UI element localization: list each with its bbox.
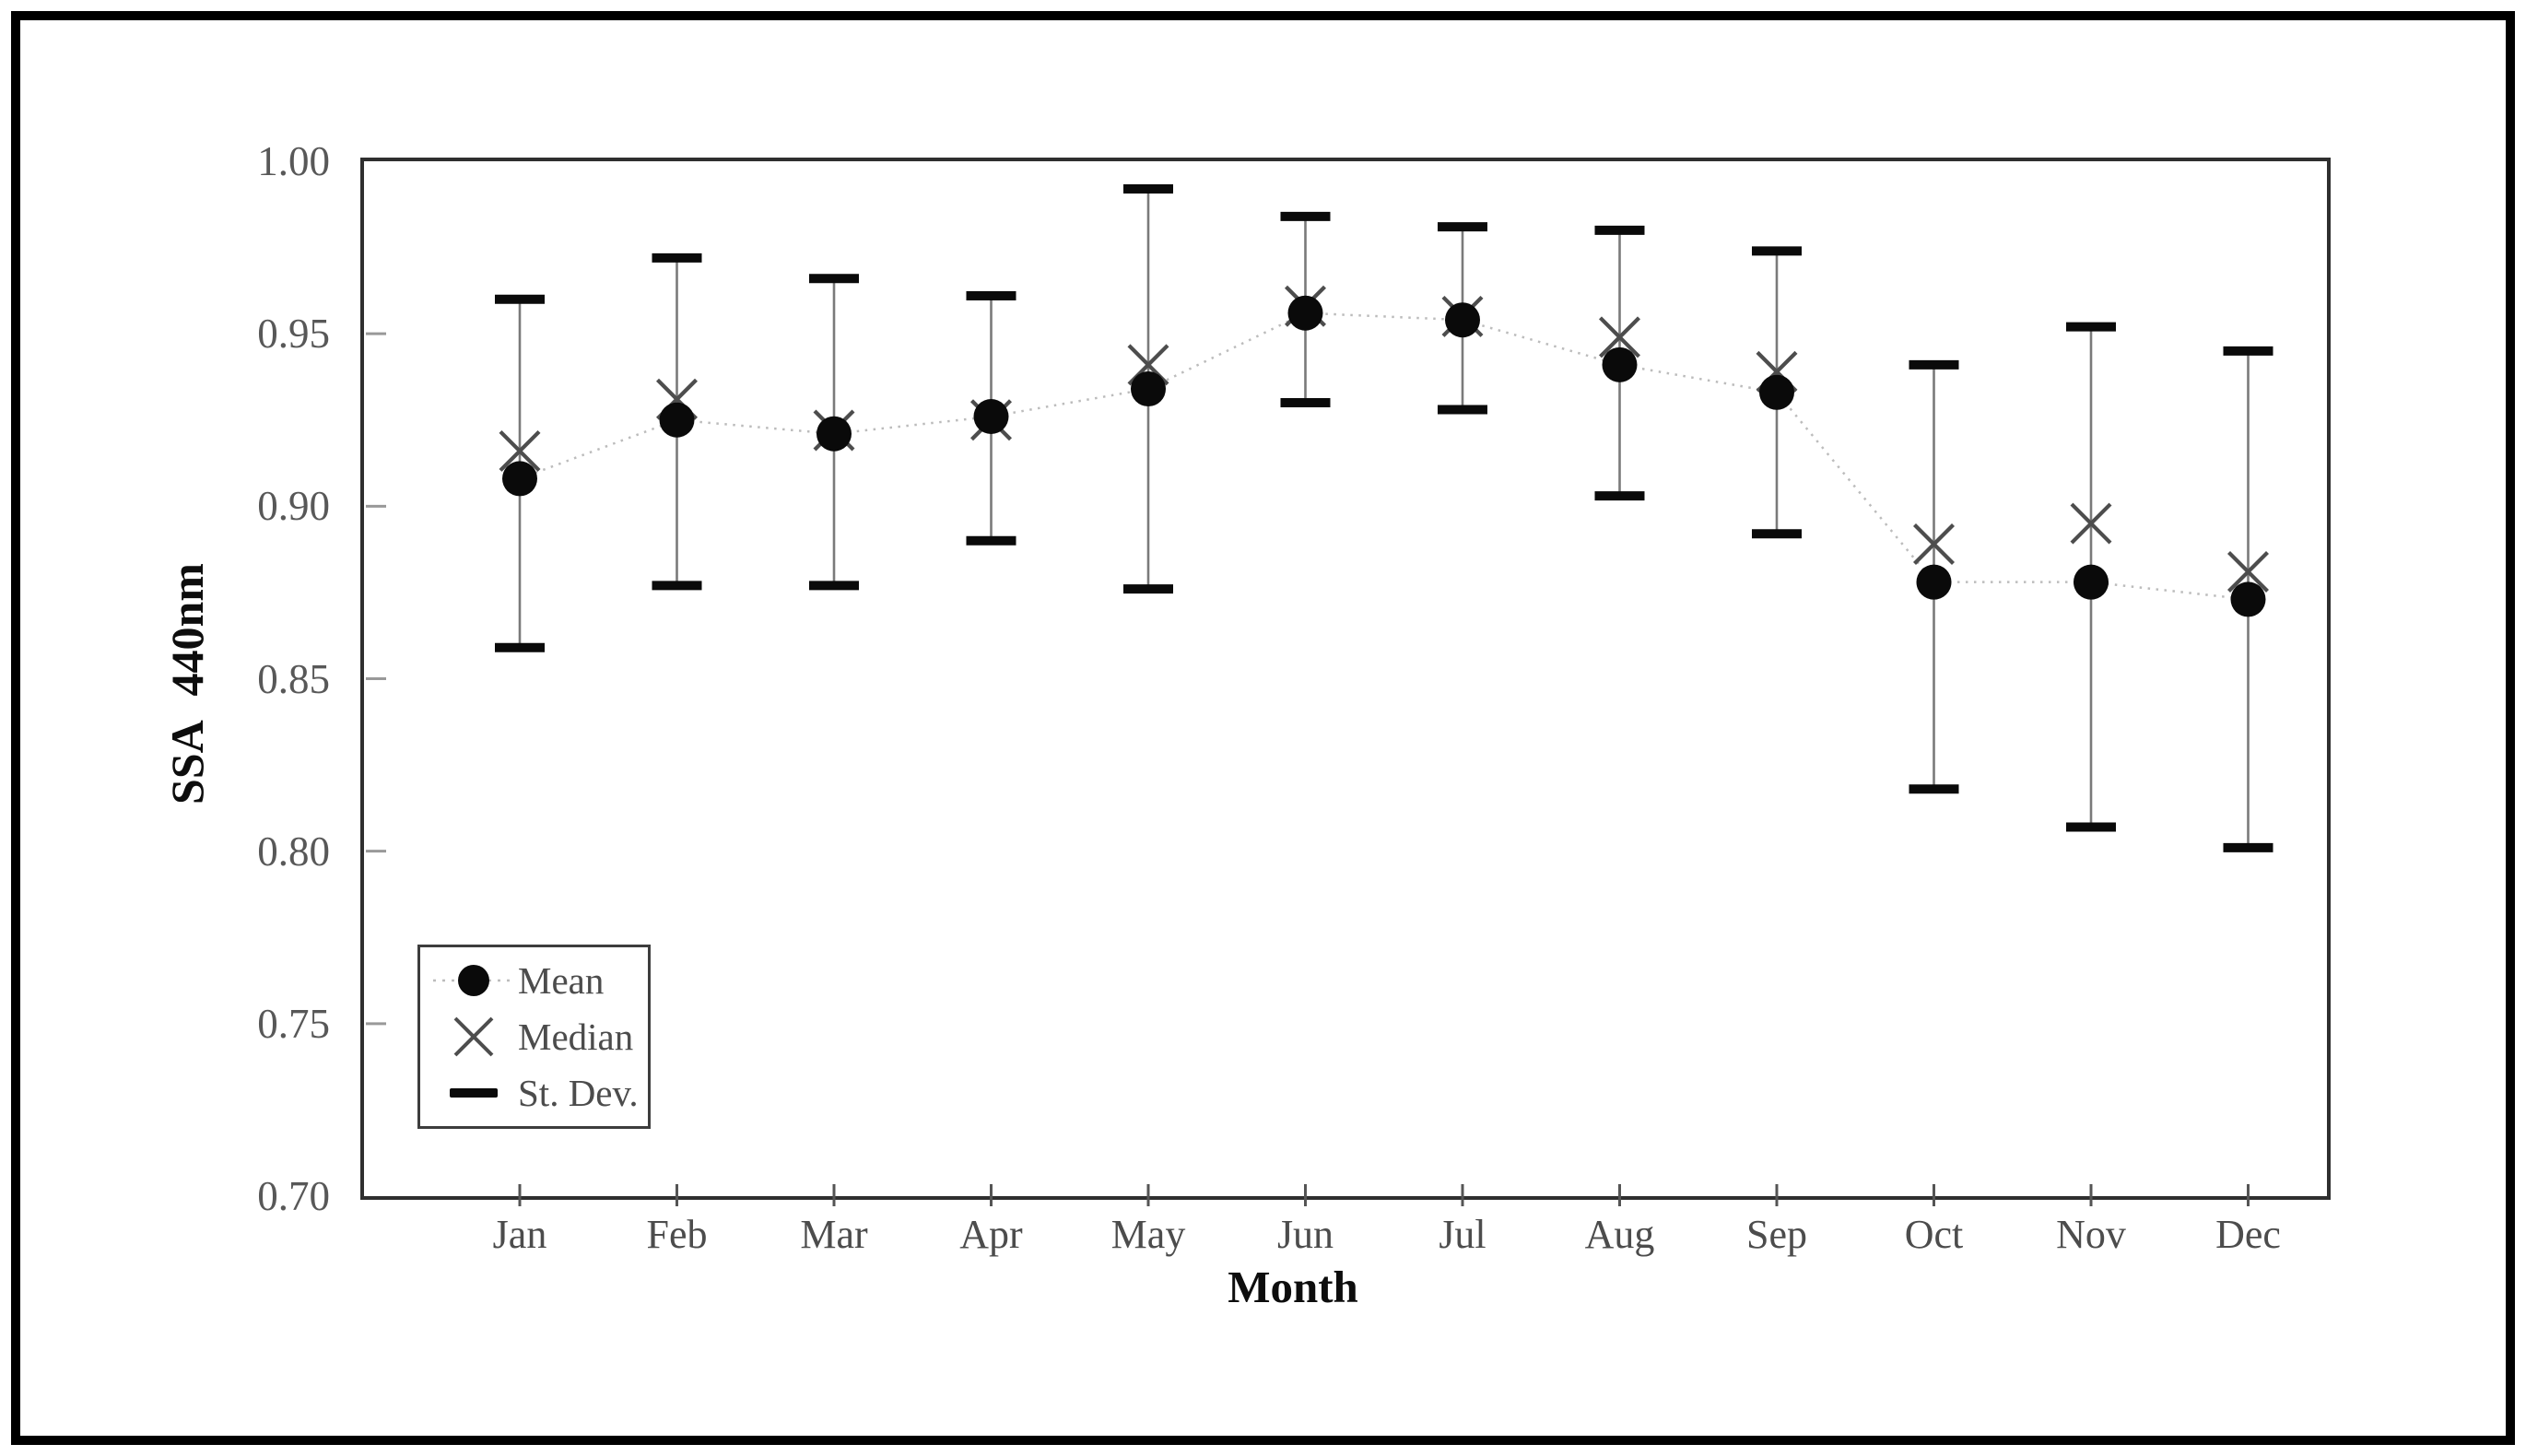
- x-tick-label-nov: Nov: [2056, 1212, 2126, 1257]
- legend-row-median: Median: [429, 1011, 648, 1063]
- y-tick-label-0.85: 0.85: [257, 655, 330, 702]
- mean-point-mar: [817, 416, 852, 452]
- x-tick-label-mar: Mar: [800, 1212, 868, 1257]
- legend-label-mean: Mean: [518, 959, 605, 1003]
- chart-plot-svg: [366, 183, 2273, 1206]
- mean-point-aug: [1602, 346, 1638, 382]
- x-tick-label-dec: Dec: [2215, 1212, 2281, 1257]
- mean-point-dec: [2230, 581, 2266, 617]
- legend: Mean Median St. Dev.: [417, 945, 651, 1129]
- mean-point-jan: [502, 461, 537, 497]
- legend-row-mean: Mean: [429, 955, 648, 1006]
- median-x-mark-jan: [499, 429, 541, 472]
- mean-point-apr: [973, 399, 1009, 435]
- stdev-dash-icon: [429, 1067, 518, 1119]
- y-tick-label-0.75: 0.75: [257, 1000, 330, 1047]
- x-tick-label-may: May: [1110, 1212, 1186, 1257]
- y-tick-label-0.95: 0.95: [257, 311, 330, 358]
- legend-label-stdev: St. Dev.: [518, 1071, 639, 1114]
- median-x-mark-dec: [2227, 550, 2269, 593]
- mean-point-feb: [659, 402, 695, 438]
- x-tick-label-jan: Jan: [492, 1212, 547, 1257]
- mean-point-jul: [1445, 302, 1480, 338]
- x-tick-label-sep: Sep: [1746, 1212, 1807, 1257]
- median-x-mark-aug: [1599, 316, 1640, 358]
- x-tick-label-jul: Jul: [1439, 1212, 1486, 1257]
- mean-point-oct: [1916, 564, 1952, 600]
- y-tick-label-0.70: 0.70: [257, 1173, 330, 1219]
- legend-label-median: Median: [518, 1015, 634, 1058]
- mean-connector-line: [519, 311, 2249, 601]
- x-tick-label-aug: Aug: [1584, 1212, 1655, 1257]
- median-x-mark-oct: [1913, 523, 1955, 565]
- y-tick-label-0.90: 0.90: [257, 483, 330, 530]
- mean-point-sep: [1759, 374, 1794, 410]
- y-tick-label-0.80: 0.80: [257, 828, 330, 875]
- mean-dot-icon: [429, 955, 518, 1006]
- chart-plot-area: [360, 158, 2331, 1206]
- x-tick-label-apr: Apr: [959, 1212, 1023, 1257]
- median-x-icon: [429, 1011, 518, 1063]
- outer-frame-border: [11, 11, 2515, 1445]
- x-tick-label-jun: Jun: [1276, 1212, 1334, 1257]
- legend-row-stdev: St. Dev.: [429, 1067, 648, 1119]
- mean-point-nov: [2074, 564, 2109, 600]
- mean-point-jun: [1287, 295, 1323, 331]
- x-tick-label-feb: Feb: [646, 1212, 708, 1257]
- x-tick-label-oct: Oct: [1904, 1212, 1964, 1257]
- y-tick-label-1.00: 1.00: [257, 138, 330, 184]
- mean-point-may: [1131, 371, 1166, 407]
- median-x-mark-nov: [2070, 502, 2112, 545]
- x-axis-title: Month: [1228, 1262, 1358, 1312]
